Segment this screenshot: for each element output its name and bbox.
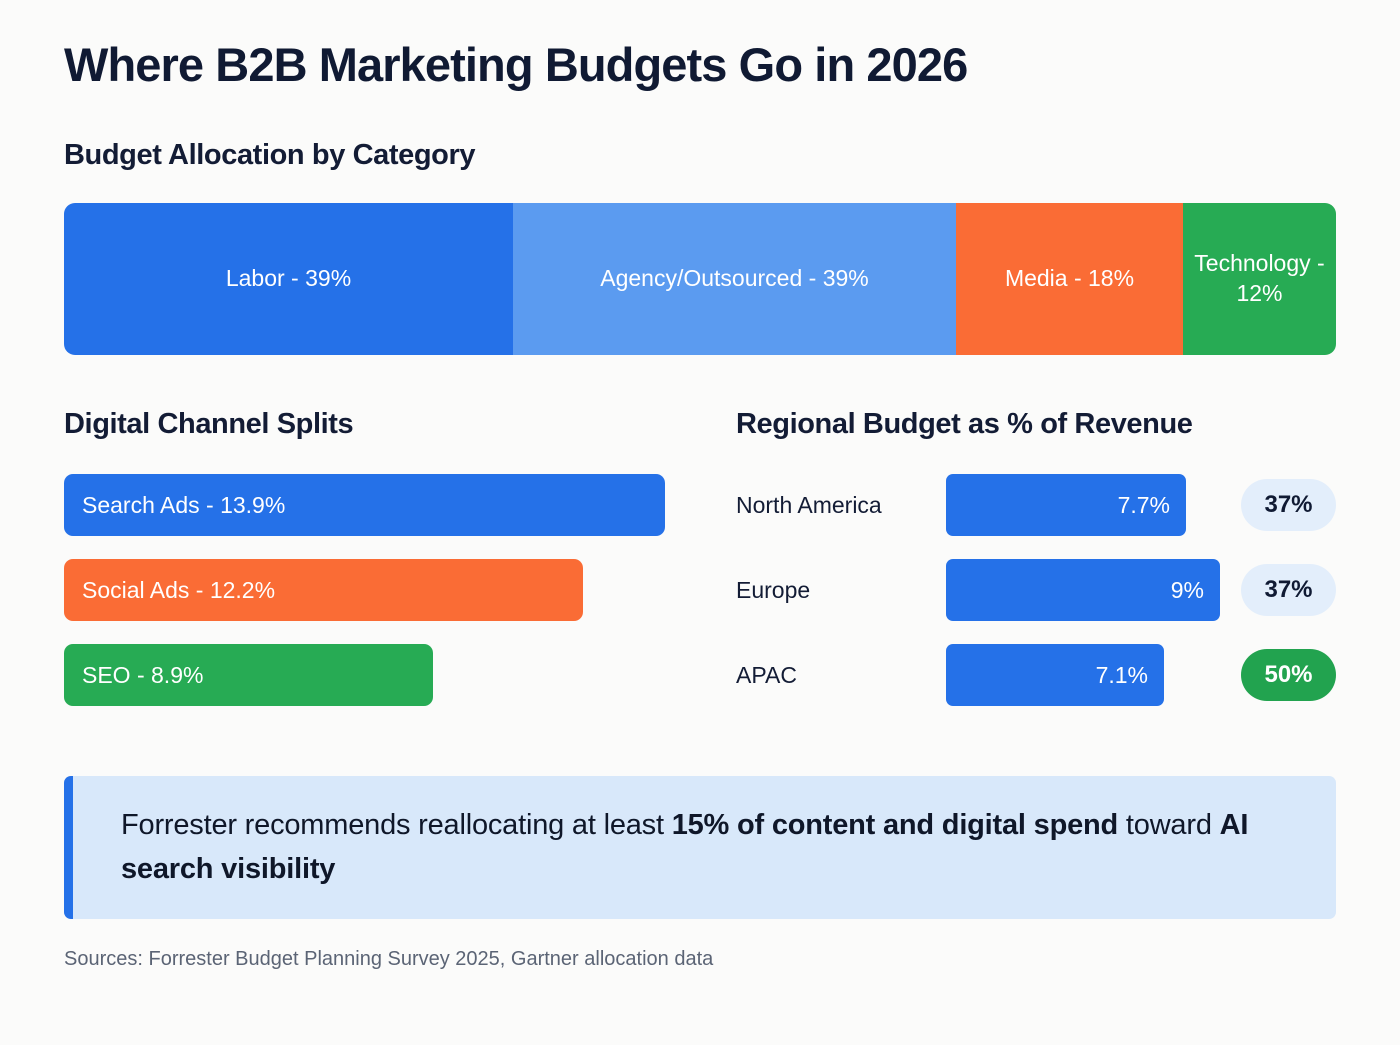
recommendation-callout: Forrester recommends reallocating at lea… [64,776,1336,920]
channel-bar-search-ads: Search Ads - 13.9% [64,474,665,537]
region-label: APAC [736,661,797,688]
table-row: Europe 9% 37% [736,559,1336,622]
stack-segment-technology: Technology - 12% [1183,203,1336,356]
budget-allocation-stacked-bar: Labor - 39% Agency/Outsourced - 39% Medi… [64,203,1336,356]
callout-text: Forrester recommends reallocating at lea… [121,804,1296,891]
region-badge-label: 37% [1264,491,1313,519]
region-value: 7.1% [1095,661,1148,688]
stack-segment-agency: Agency/Outsourced - 39% [513,203,956,356]
section-heading-channels: Digital Channel Splits [64,408,354,441]
stack-segment-media: Media - 18% [956,203,1183,356]
callout-bold-1: 15% of content and digital spend [671,809,1119,842]
callout-bold-2: AI search visibility [121,809,1249,885]
section-heading-allocation: Budget Allocation by Category [64,139,476,172]
mid-section: Digital Channel Splits Search Ads - 13.9… [64,408,1336,729]
region-bar: 7.7% [946,474,1186,537]
digital-channel-column: Digital Channel Splits Search Ads - 13.9… [64,408,736,729]
stack-segment-label: Technology - 12% [1194,250,1325,307]
regional-column: Regional Budget as % of Revenue North Am… [736,408,1336,729]
section-heading-regional: Regional Budget as % of Revenue [736,408,1193,441]
region-bar: 9% [946,559,1220,622]
status-badge: 37% [1241,479,1336,532]
channel-bar-label: Search Ads - 13.9% [82,491,286,518]
region-label: North America [736,491,882,518]
table-row: APAC 7.1% 50% [736,644,1336,707]
channel-bar-list: Search Ads - 13.9% Social Ads - 12.2% SE… [64,474,736,707]
page-title: Where B2B Marketing Budgets Go in 2026 [64,38,968,91]
table-row: North America 7.7% 37% [736,474,1336,537]
sources-note: Sources: Forrester Budget Planning Surve… [64,948,714,971]
stack-segment-label: Media - 18% [1004,265,1135,292]
channel-bar-label: SEO - 8.9% [82,661,204,688]
region-value: 7.7% [1117,491,1170,518]
region-badge-label: 50% [1264,661,1313,689]
callout-part-2: toward [1118,809,1220,842]
callout-part-1: Forrester recommends reallocating at lea… [121,809,672,842]
stack-segment-label: Labor - 39% [225,265,352,292]
region-badge-label: 37% [1264,576,1313,604]
channel-bar-social-ads: Social Ads - 12.2% [64,559,583,622]
stack-segment-labor: Labor - 39% [64,203,513,356]
regional-row-list: North America 7.7% 37% Europe 9% 37% [736,474,1336,707]
channel-bar-label: Social Ads - 12.2% [82,576,276,603]
region-value: 9% [1170,576,1204,603]
region-label: Europe [736,576,811,603]
stack-segment-label: Agency/Outsourced - 39% [600,265,869,292]
channel-bar-seo: SEO - 8.9% [64,644,433,707]
status-badge: 50% [1241,649,1336,702]
status-badge: 37% [1241,564,1336,617]
region-bar: 7.1% [946,644,1164,707]
